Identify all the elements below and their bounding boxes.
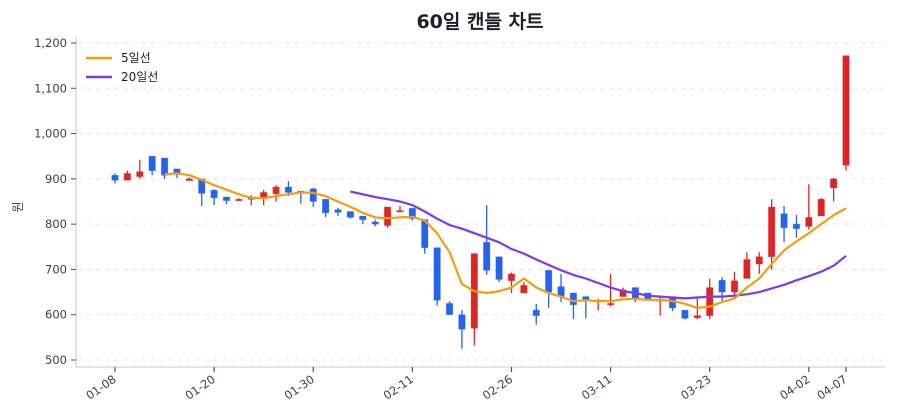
- candle: [483, 205, 491, 275]
- candle: [520, 282, 528, 294]
- candle: [359, 215, 367, 225]
- candle: [185, 177, 193, 182]
- x-tick-label: 01-20: [182, 372, 217, 403]
- candle: [730, 271, 739, 299]
- candle: [829, 177, 838, 202]
- candle: [445, 301, 454, 316]
- candle: [198, 178, 206, 207]
- candle: [805, 184, 813, 230]
- candle: [768, 199, 776, 270]
- candle: [842, 55, 850, 171]
- candle: [706, 278, 714, 320]
- y-tick-label: 1,200: [34, 36, 67, 50]
- candle: [792, 215, 801, 238]
- candle: [321, 198, 330, 218]
- candle: [743, 252, 751, 279]
- y-axis-label: 원: [11, 201, 25, 212]
- candle: [433, 247, 441, 306]
- x-tick-label: 03-23: [678, 372, 713, 403]
- y-tick-label: 1,000: [34, 127, 67, 141]
- x-tick-label: 01-08: [83, 372, 118, 403]
- candle: [148, 155, 156, 176]
- candle: [346, 211, 355, 219]
- candle: [408, 207, 417, 221]
- x-tick-label: 04-07: [814, 372, 849, 403]
- candle: [309, 187, 317, 207]
- candle: [507, 272, 516, 293]
- candle: [210, 189, 218, 206]
- y-tick-label: 500: [45, 353, 67, 367]
- candle: [532, 303, 540, 325]
- y-tick-label: 700: [45, 262, 67, 276]
- gridlines: [78, 42, 885, 361]
- candle: [334, 207, 342, 216]
- y-tick-label: 800: [45, 217, 67, 231]
- candle: [160, 157, 169, 179]
- ma20-line: [350, 190, 847, 300]
- y-tick-label: 600: [45, 308, 67, 322]
- chart-title: 60일 캔들 차트: [416, 11, 543, 33]
- candle: [136, 159, 144, 179]
- candle: [222, 196, 231, 205]
- y-tick-label: 1,100: [34, 81, 67, 95]
- candle: [272, 185, 280, 202]
- candle: [544, 269, 553, 308]
- candle: [681, 309, 689, 320]
- candle: [421, 219, 429, 254]
- y-axis-ticks: 500 600 700 800 900 1,000 1,100 1,200: [34, 36, 76, 367]
- candle: [111, 173, 119, 184]
- candle: [755, 252, 763, 274]
- candle: [396, 206, 404, 213]
- x-tick-label: 02-26: [480, 372, 515, 403]
- candle: [495, 256, 503, 283]
- x-tick-label: 01-30: [282, 372, 317, 403]
- legend-ma20-label: 20일선: [121, 70, 158, 84]
- candle: [470, 253, 478, 346]
- y-tick-label: 900: [45, 172, 67, 186]
- legend: 5일선 20일선: [86, 51, 158, 84]
- candle: [123, 170, 132, 181]
- x-tick-label: 02-11: [381, 372, 416, 403]
- x-axis-ticks: 01-08 01-20 01-30 02-11 02-26 03-11 03-23 04-02…: [83, 367, 850, 403]
- candle: [235, 198, 243, 202]
- candle: [371, 219, 379, 227]
- candle: [718, 277, 726, 303]
- candle: [780, 206, 788, 243]
- x-tick-label: 03-11: [579, 372, 614, 403]
- candle: [458, 310, 466, 349]
- x-tick-label: 04-02: [777, 372, 812, 403]
- candle: [817, 197, 825, 217]
- candle: [569, 292, 578, 320]
- candles: [111, 55, 850, 349]
- ma5-line: [164, 172, 847, 309]
- axes: [75, 36, 885, 368]
- legend-ma5-label: 5일선: [121, 51, 151, 65]
- candle: [668, 296, 677, 312]
